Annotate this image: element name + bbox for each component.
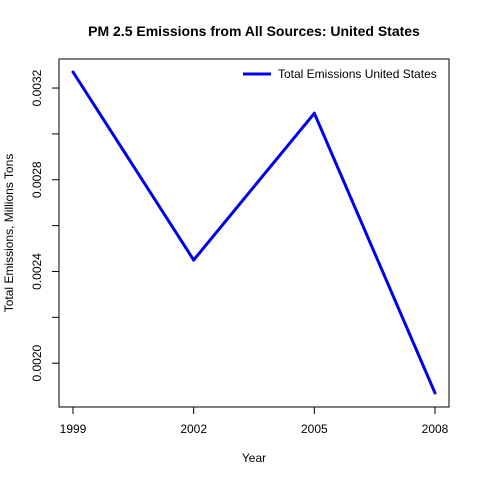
series-layer — [71, 70, 437, 395]
y-tick-label: 0.0028 — [30, 161, 44, 198]
y-tick-label: 0.0020 — [30, 345, 44, 382]
x-axis-label: Year — [242, 451, 266, 465]
x-tick-label: 2005 — [301, 422, 328, 436]
y-axis: 0.0020 0.0024 0.0028 0.0032 — [30, 69, 59, 382]
x-axis: 1999 2002 2005 2008 — [60, 407, 449, 436]
plot-frame — [58, 58, 450, 408]
chart-title: PM 2.5 Emissions from All Sources: Unite… — [88, 23, 420, 39]
y-tick-label: 0.0032 — [30, 69, 44, 106]
x-tick-label: 1999 — [60, 422, 87, 436]
series-line — [71, 71, 437, 394]
legend: Total Emissions United States — [243, 67, 437, 81]
data-point — [71, 70, 75, 74]
data-point — [192, 258, 196, 262]
y-tick-label: 0.0024 — [30, 253, 44, 290]
y-axis-label: Total Emissions, Millions Tons — [2, 154, 16, 313]
legend-label: Total Emissions United States — [278, 67, 437, 81]
data-point — [312, 111, 316, 115]
x-tick-label: 2008 — [422, 422, 449, 436]
x-tick-label: 2002 — [180, 422, 207, 436]
data-point — [433, 391, 437, 395]
